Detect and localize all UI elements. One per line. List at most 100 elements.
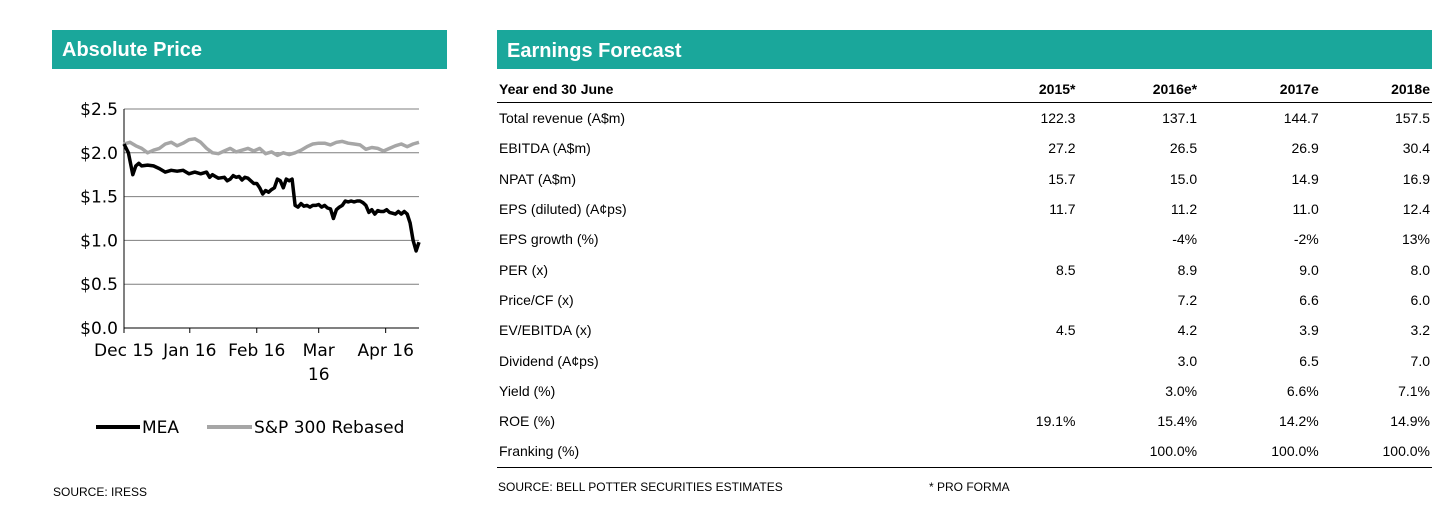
table-cell: 3.0% <box>1165 382 1198 399</box>
table-row: EBITDA (A$m) 27.2 26.5 26.9 30.4 <box>497 133 1432 163</box>
table-cell: 100.0% <box>1331 436 1432 468</box>
column-header: 2015* <box>982 76 1089 103</box>
y-tick-label: $1.0 <box>80 231 118 251</box>
absolute-price-header: Absolute Price <box>52 30 447 69</box>
table-cell: 144.7 <box>1283 110 1319 127</box>
table-cell: 7.1% <box>1398 382 1430 399</box>
row-label: PER (x) <box>499 261 548 278</box>
table-cell: 11.0 <box>1292 201 1319 218</box>
series-line-sp300 <box>123 137 420 158</box>
table-cell: 11.7 <box>1049 201 1076 218</box>
row-label: EBITDA (A$m) <box>499 140 591 157</box>
table-cell: 30.4 <box>1402 140 1430 157</box>
table-cell: 9.0 <box>1299 261 1319 278</box>
x-tick-label: Dec 15 <box>94 341 154 361</box>
table-cell: 19.1% <box>1035 413 1076 430</box>
table-cell: 15.7 <box>1048 170 1076 187</box>
row-label: EV/EBITDA (x) <box>499 322 592 339</box>
table-cell: 26.9 <box>1291 140 1319 157</box>
earnings-forecast-title: Earnings Forecast <box>507 40 682 62</box>
table-cell: 6.5 <box>1299 352 1319 369</box>
row-label: Yield (%) <box>499 382 556 399</box>
table-cell: 13% <box>1401 231 1430 248</box>
table-row: Yield (%) 3.0% 6.6% 7.1% <box>497 376 1432 406</box>
earnings-forecast-table: Year end 30 June 2015* 2016e* 2017e 2018… <box>497 76 1432 468</box>
table-cell: 14.9 <box>1291 170 1319 187</box>
table-cell: 122.3 <box>1040 110 1076 127</box>
table-cell: -4% <box>1172 231 1198 248</box>
legend-label-mea: MEA <box>142 418 179 438</box>
x-tick-label: Apr 16 <box>357 341 413 361</box>
column-header: 2016e* <box>1088 76 1211 103</box>
legend-label-sp300: S&P 300 Rebased <box>254 418 404 438</box>
table-cell: 8.9 <box>1177 261 1198 278</box>
table-cell: 7.0 <box>1410 352 1430 369</box>
y-tick-label: $0.0 <box>80 319 118 339</box>
table-row: Franking (%) 100.0% 100.0% 100.0% <box>497 436 1432 468</box>
y-tick-label: $1.5 <box>80 188 118 208</box>
column-header: 2017e <box>1210 76 1332 103</box>
table-cell: 3.2 <box>1410 322 1430 339</box>
x-tick-label: Jan 16 <box>162 341 216 361</box>
table-row: Dividend (A¢ps) 3.0 6.5 7.0 <box>497 345 1432 375</box>
table-cell <box>982 376 1088 406</box>
table-row: EV/EBITDA (x) 4.5 4.2 3.9 3.2 <box>497 315 1432 345</box>
table-row: Price/CF (x) 7.2 6.6 6.0 <box>497 285 1432 315</box>
y-tick-label: $2.5 <box>80 100 118 120</box>
table-cell: 6.0 <box>1410 291 1430 308</box>
right-source-note: SOURCE: BELL POTTER SECURITIES ESTIMATES <box>498 480 783 494</box>
x-tick-label-line2: 16 <box>308 365 330 385</box>
table-cell: -2% <box>1293 231 1319 248</box>
y-tick-label: $0.5 <box>80 275 118 295</box>
table-cell: 11.2 <box>1170 201 1198 218</box>
x-tick-label: Feb 16 <box>228 341 285 361</box>
table-cell: 137.1 <box>1162 110 1198 127</box>
row-label: NPAT (A$m) <box>499 170 577 187</box>
row-label: EPS (diluted) (A¢ps) <box>499 201 627 218</box>
table-cell: 100.0% <box>1088 436 1211 468</box>
pro-forma-note: * PRO FORMA <box>929 480 1010 494</box>
table-cell: 8.5 <box>1056 261 1076 278</box>
row-label: Price/CF (x) <box>499 291 574 308</box>
table-cell: 15.4% <box>1157 413 1198 430</box>
x-tick-label: Mar <box>303 341 335 361</box>
table-cell <box>982 436 1089 468</box>
table-cell: 12.4 <box>1402 201 1430 218</box>
table-cell: 3.0 <box>1177 352 1198 369</box>
table-cell: 7.2 <box>1177 291 1198 308</box>
table-body: Total revenue (A$m) 122.3 137.1 144.7 157.5 E… <box>497 103 1432 468</box>
left-source-note: SOURCE: IRESS <box>53 485 148 499</box>
row-label: EPS growth (%) <box>499 231 599 248</box>
table-cell <box>982 224 1088 254</box>
series-line-mea <box>122 143 421 253</box>
table-cell: 6.6 <box>1299 291 1319 308</box>
table-cell <box>982 285 1088 315</box>
table-cell: 6.6% <box>1286 382 1319 399</box>
table-header-row: Year end 30 June 2015* 2016e* 2017e 2018… <box>497 76 1432 103</box>
row-label: ROE (%) <box>499 413 555 430</box>
table-cell: 4.2 <box>1177 322 1198 339</box>
table-cell: 27.2 <box>1048 140 1076 157</box>
y-tick-label: $2.0 <box>80 144 118 164</box>
table-cell <box>982 345 1088 375</box>
absolute-price-title: Absolute Price <box>62 39 203 61</box>
row-label: Dividend (A¢ps) <box>499 352 599 369</box>
table-cell: 8.0 <box>1410 261 1430 278</box>
table-cell: 157.5 <box>1394 110 1430 127</box>
table-row: EPS (diluted) (A¢ps) 11.7 11.2 11.0 12.4 <box>497 194 1432 224</box>
table-cell: 14.9% <box>1390 413 1430 430</box>
table-cell: 3.9 <box>1299 322 1319 339</box>
table-cell: 14.2% <box>1279 413 1319 430</box>
table-cell: 100.0% <box>1210 436 1332 468</box>
table-row: PER (x) 8.5 8.9 9.0 8.0 <box>497 254 1432 284</box>
table-row: ROE (%) 19.1% 15.4% 14.2% 14.9% <box>497 406 1432 436</box>
table-cell: 26.5 <box>1169 140 1198 157</box>
column-header: 2018e <box>1331 76 1432 103</box>
table-row: EPS growth (%) -4% -2% 13% <box>497 224 1432 254</box>
row-label: Franking (%) <box>497 436 982 468</box>
table-cell: 4.5 <box>1056 322 1076 339</box>
table-row: Total revenue (A$m) 122.3 137.1 144.7 157.5 <box>497 103 1432 134</box>
table-cell: 16.9 <box>1402 170 1430 187</box>
table-cell: 15.0 <box>1169 170 1198 187</box>
